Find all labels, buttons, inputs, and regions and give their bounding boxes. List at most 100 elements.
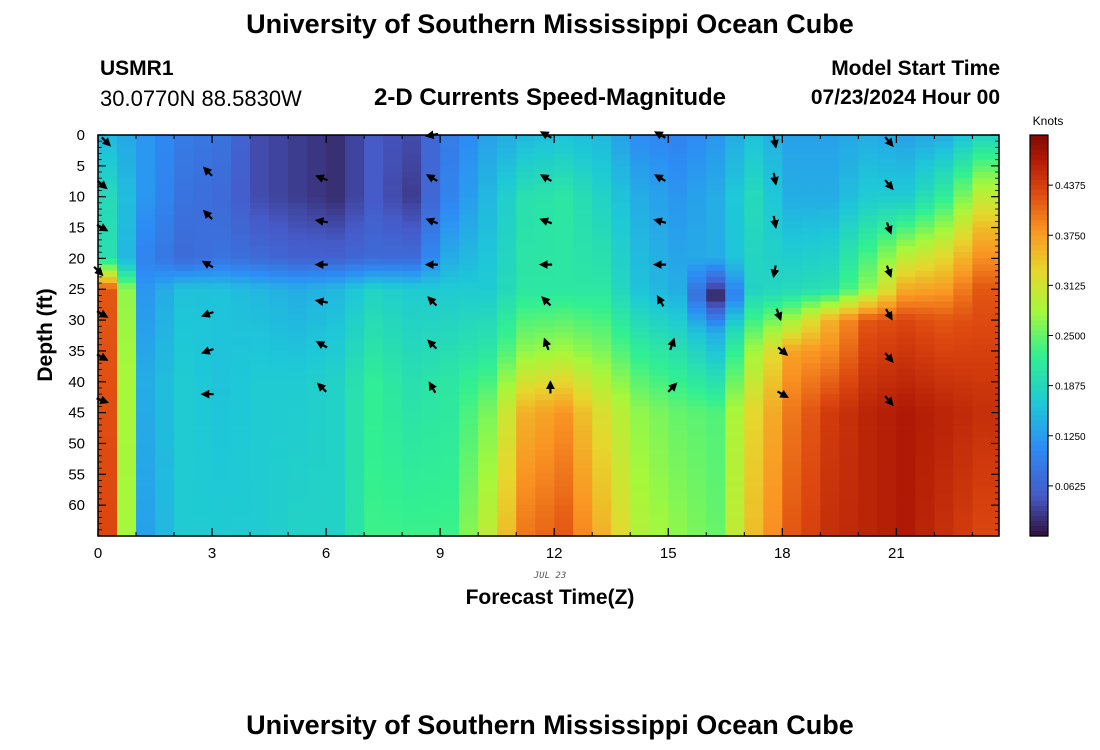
heatmap-cell bbox=[991, 239, 1000, 247]
heatmap-cell bbox=[364, 178, 384, 185]
heatmap-cell bbox=[763, 394, 783, 401]
heatmap-cell bbox=[915, 141, 935, 148]
heatmap-cell bbox=[307, 431, 327, 438]
heatmap-cell bbox=[592, 332, 612, 340]
heatmap-cell bbox=[478, 147, 498, 155]
heatmap-cell bbox=[497, 418, 517, 426]
heatmap-cell bbox=[212, 486, 232, 494]
heatmap-cell bbox=[250, 135, 270, 142]
heatmap-cell bbox=[592, 233, 612, 241]
heatmap-cell bbox=[687, 184, 707, 192]
heatmap-cell bbox=[345, 184, 365, 192]
heatmap-cell bbox=[915, 511, 935, 519]
heatmap-cell bbox=[383, 289, 403, 296]
heatmap-cell bbox=[725, 239, 745, 247]
heatmap-cell bbox=[877, 431, 897, 438]
heatmap-cell bbox=[611, 338, 631, 346]
heatmap-cell bbox=[478, 196, 498, 204]
heatmap-cell bbox=[345, 178, 365, 185]
heatmap-cell bbox=[288, 246, 308, 253]
heatmap-cell bbox=[896, 252, 916, 259]
heatmap-cell bbox=[402, 529, 422, 537]
heatmap-cell bbox=[763, 276, 783, 284]
heatmap-cell bbox=[934, 326, 954, 334]
heatmap-cell bbox=[839, 147, 859, 155]
heatmap-cell bbox=[782, 529, 802, 537]
heatmap-cell bbox=[934, 202, 954, 210]
heatmap-cell bbox=[345, 135, 365, 142]
heatmap-cell bbox=[326, 492, 346, 500]
heatmap-cell bbox=[744, 517, 764, 525]
heatmap-cell bbox=[953, 517, 973, 525]
heatmap-cell bbox=[326, 196, 346, 204]
heatmap-cell bbox=[744, 350, 764, 358]
heatmap-cell bbox=[516, 461, 536, 469]
heatmap-cell bbox=[402, 505, 422, 512]
heatmap-cell bbox=[250, 233, 270, 241]
heatmap-cell bbox=[136, 523, 156, 531]
heatmap-cell bbox=[383, 147, 403, 155]
heatmap-cell bbox=[877, 196, 897, 204]
heatmap-cell bbox=[459, 283, 479, 290]
heatmap-cell bbox=[98, 406, 118, 414]
heatmap-cell bbox=[554, 233, 574, 241]
heatmap-cell bbox=[364, 338, 384, 346]
heatmap-cell bbox=[402, 400, 422, 408]
heatmap-cell bbox=[687, 313, 707, 321]
heatmap-cell bbox=[402, 418, 422, 426]
heatmap-cell bbox=[307, 394, 327, 401]
heatmap-cell bbox=[706, 498, 726, 506]
heatmap-cell bbox=[877, 400, 897, 408]
heatmap-cell bbox=[687, 178, 707, 185]
heatmap-cell bbox=[174, 141, 194, 148]
heatmap-cell bbox=[725, 437, 745, 445]
heatmap-cell bbox=[554, 357, 574, 364]
heatmap-cell bbox=[573, 492, 593, 500]
heatmap-cell bbox=[877, 344, 897, 352]
heatmap-cell bbox=[421, 159, 441, 167]
heatmap-cell bbox=[706, 332, 726, 340]
heatmap-cell bbox=[744, 147, 764, 155]
heatmap-cell bbox=[858, 357, 878, 364]
heatmap-cell bbox=[402, 468, 422, 475]
heatmap-cell bbox=[269, 233, 289, 241]
heatmap-cell bbox=[212, 307, 232, 315]
heatmap-cell bbox=[535, 529, 555, 537]
heatmap-cell bbox=[155, 233, 175, 241]
heatmap-cell bbox=[554, 363, 574, 371]
heatmap-cell bbox=[554, 437, 574, 445]
heatmap-cell bbox=[497, 320, 517, 327]
heatmap-cell bbox=[174, 468, 194, 475]
heatmap-cell bbox=[858, 246, 878, 253]
heatmap-cell bbox=[839, 412, 859, 420]
heatmap-cell bbox=[250, 449, 270, 457]
heatmap-cell bbox=[706, 480, 726, 488]
heatmap-cell bbox=[155, 511, 175, 519]
heatmap-cell bbox=[440, 233, 460, 241]
heatmap-cell bbox=[402, 190, 422, 198]
heatmap-cell bbox=[991, 141, 1000, 148]
heatmap-cell bbox=[117, 431, 137, 438]
heatmap-cell bbox=[440, 252, 460, 259]
heatmap-cell bbox=[687, 172, 707, 179]
heatmap-cell bbox=[307, 474, 327, 482]
heatmap-cell bbox=[877, 455, 897, 463]
heatmap-cell bbox=[630, 387, 650, 395]
heatmap-cell bbox=[934, 381, 954, 389]
heatmap-cell bbox=[307, 190, 327, 198]
heatmap-cell bbox=[649, 202, 669, 210]
heatmap-cell bbox=[592, 424, 612, 432]
heatmap-cell bbox=[915, 233, 935, 241]
heatmap-cell bbox=[231, 400, 251, 408]
heatmap-cell bbox=[858, 135, 878, 142]
heatmap-cell bbox=[592, 468, 612, 475]
heatmap-cell bbox=[174, 505, 194, 512]
heatmap-cell bbox=[972, 406, 992, 414]
heatmap-cell bbox=[801, 172, 821, 179]
heatmap-cell bbox=[972, 270, 992, 278]
heatmap-cell bbox=[136, 437, 156, 445]
heatmap-cell bbox=[573, 363, 593, 371]
heatmap-cell bbox=[155, 209, 175, 216]
heatmap-cell bbox=[478, 165, 498, 173]
heatmap-cell bbox=[896, 289, 916, 296]
